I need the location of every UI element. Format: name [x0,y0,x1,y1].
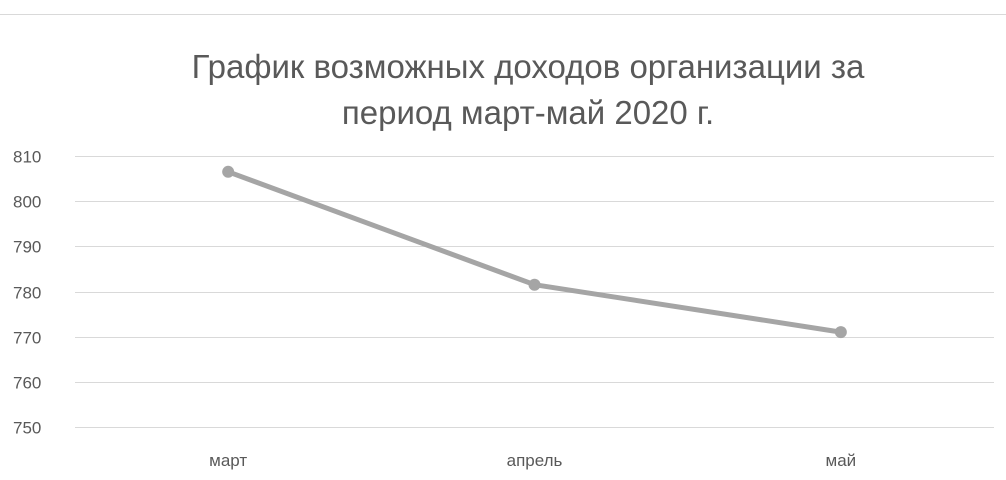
data-point-marker [834,326,847,339]
series-layer [222,165,847,339]
x-tick-label: апрель [507,451,563,470]
chart-top-border [0,14,1006,15]
series-line [225,169,844,335]
y-axis-tick-labels: 750 760 770 780 790 800 810 [13,148,41,438]
y-tick-label: 810 [13,148,41,167]
x-axis-tick-labels: март апрель май [209,451,856,470]
x-tick-label: май [826,451,857,470]
data-point-marker [222,165,235,178]
chart-title: График возможных доходов организации за … [0,44,1006,136]
data-point-marker [528,278,541,291]
y-tick-label: 760 [13,374,41,393]
chart-title-line-2: период март-май 2020 г. [341,94,715,131]
y-tick-label: 800 [13,193,41,212]
y-tick-label: 790 [13,238,41,257]
x-tick-label: март [209,451,247,470]
y-tick-label: 770 [13,329,41,348]
chart-title-line-1: График возможных доходов организации за [191,48,865,85]
y-tick-label: 750 [13,419,41,438]
y-tick-label: 780 [13,284,41,303]
gridlines [75,156,994,428]
